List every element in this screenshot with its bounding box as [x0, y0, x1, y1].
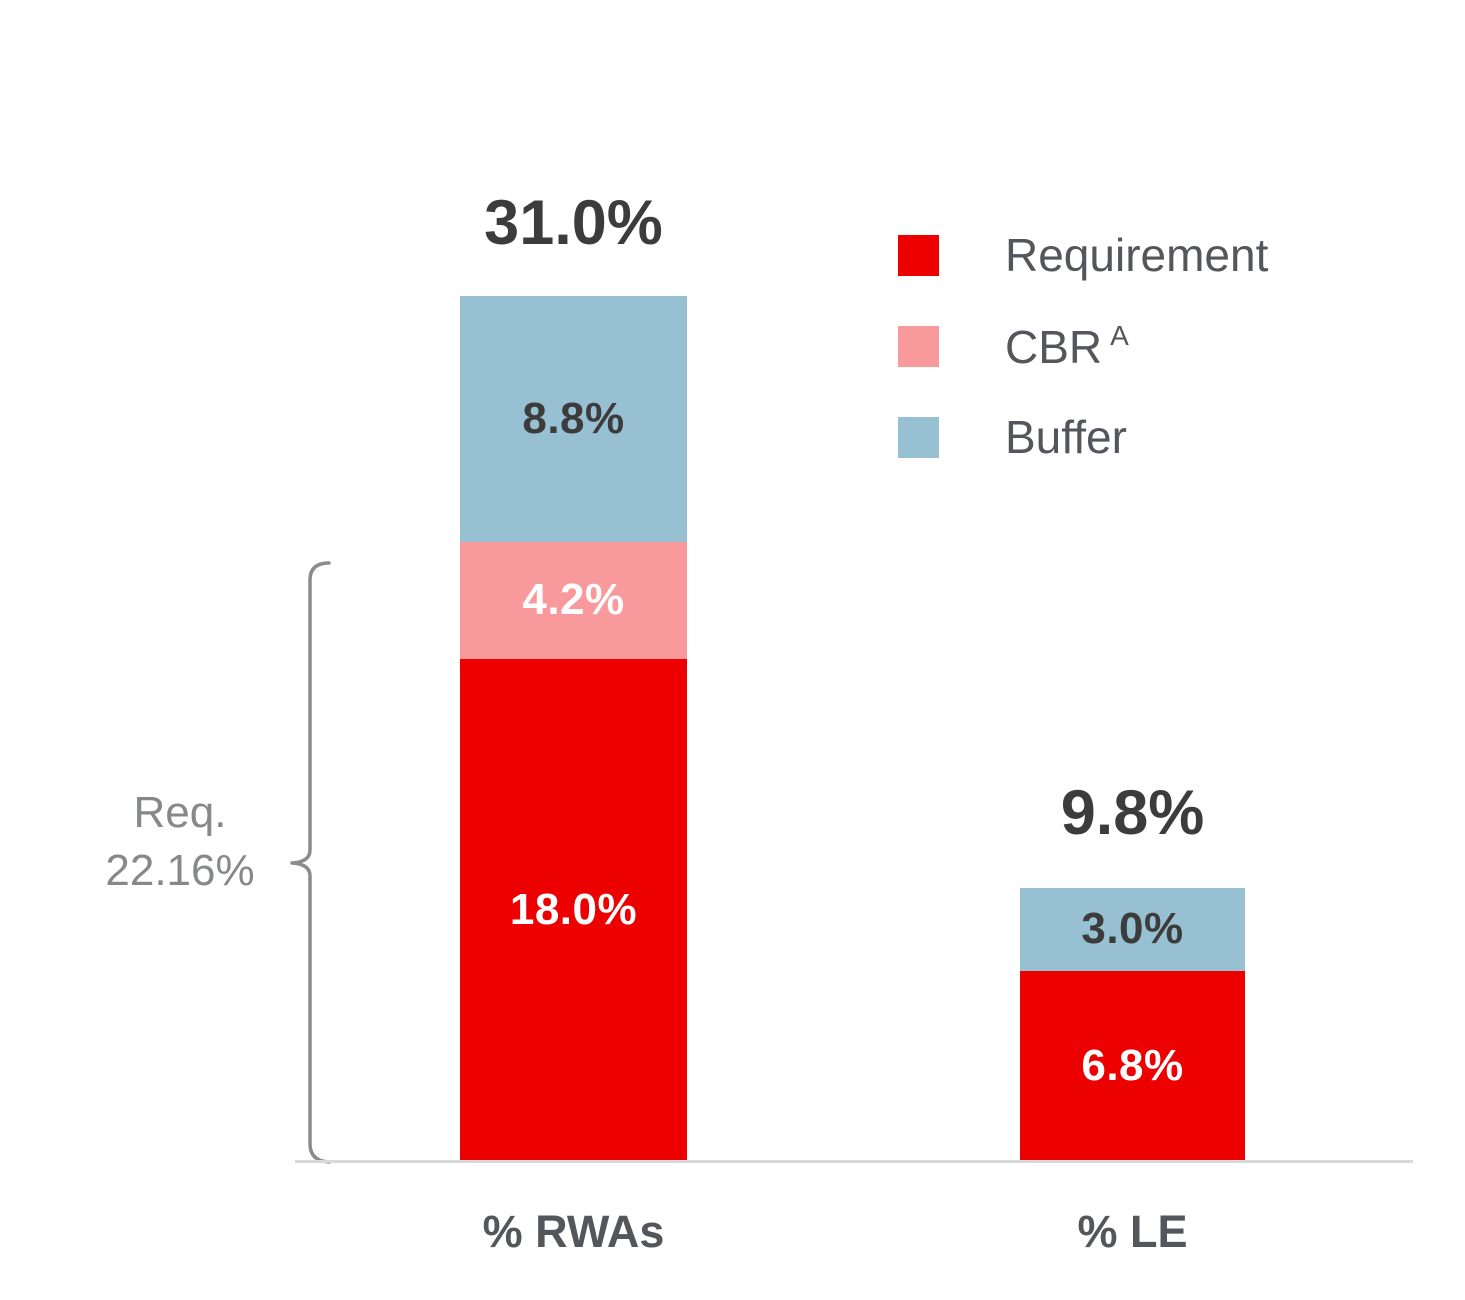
legend-item-cbr: CBR A: [898, 320, 1268, 373]
total-label-le: 9.8%: [1060, 778, 1205, 848]
x-axis-baseline: [295, 1160, 1413, 1163]
bar-le-buffer-segment: 3.0%: [1020, 887, 1245, 972]
requirement-annotation-line2: 22.16%: [105, 846, 255, 896]
legend-label-cbr-superscript: A: [1110, 320, 1129, 351]
legend: Requirement CBR A Buffer: [898, 232, 1268, 505]
bar-rwas: 8.8% 4.2% 18.0%: [460, 296, 687, 1161]
bar-rwas-buffer-segment: 8.8%: [460, 296, 687, 542]
legend-item-requirement: Requirement: [898, 232, 1268, 278]
bar-le-requirement-segment: 6.8%: [1020, 971, 1245, 1161]
bar-le-buffer-value: 3.0%: [1081, 904, 1184, 954]
bar-rwas-cbr-value: 4.2%: [522, 575, 625, 625]
bar-rwas-requirement-value: 18.0%: [509, 884, 638, 934]
bar-rwas-requirement-segment: 18.0%: [460, 658, 687, 1161]
bar-rwas-cbr-segment: 4.2%: [460, 541, 687, 659]
requirement-annotation-line1: Req.: [133, 788, 227, 837]
legend-label-requirement: Requirement: [1005, 229, 1269, 281]
legend-label-cbr: CBR A: [1005, 320, 1129, 373]
bar-le: 3.0% 6.8%: [1020, 887, 1245, 1161]
bar-rwas-buffer-value: 8.8%: [522, 393, 625, 443]
requirement-swatch-icon: [898, 234, 939, 276]
legend-label-cbr-text: CBR: [1005, 321, 1103, 373]
buffer-swatch-icon: [898, 416, 939, 458]
cbr-swatch-icon: [898, 325, 939, 367]
requirement-annotation: Req. 22.16%: [55, 784, 305, 900]
total-label-rwas: 31.0%: [484, 188, 663, 258]
bar-le-requirement-value: 6.8%: [1081, 1041, 1184, 1091]
legend-label-buffer: Buffer: [1005, 411, 1127, 463]
legend-item-buffer: Buffer: [898, 414, 1268, 460]
axis-label-rwas: % RWAs: [482, 1206, 665, 1257]
requirement-bracket-icon: [290, 561, 331, 1164]
axis-label-le: % LE: [1077, 1206, 1188, 1257]
